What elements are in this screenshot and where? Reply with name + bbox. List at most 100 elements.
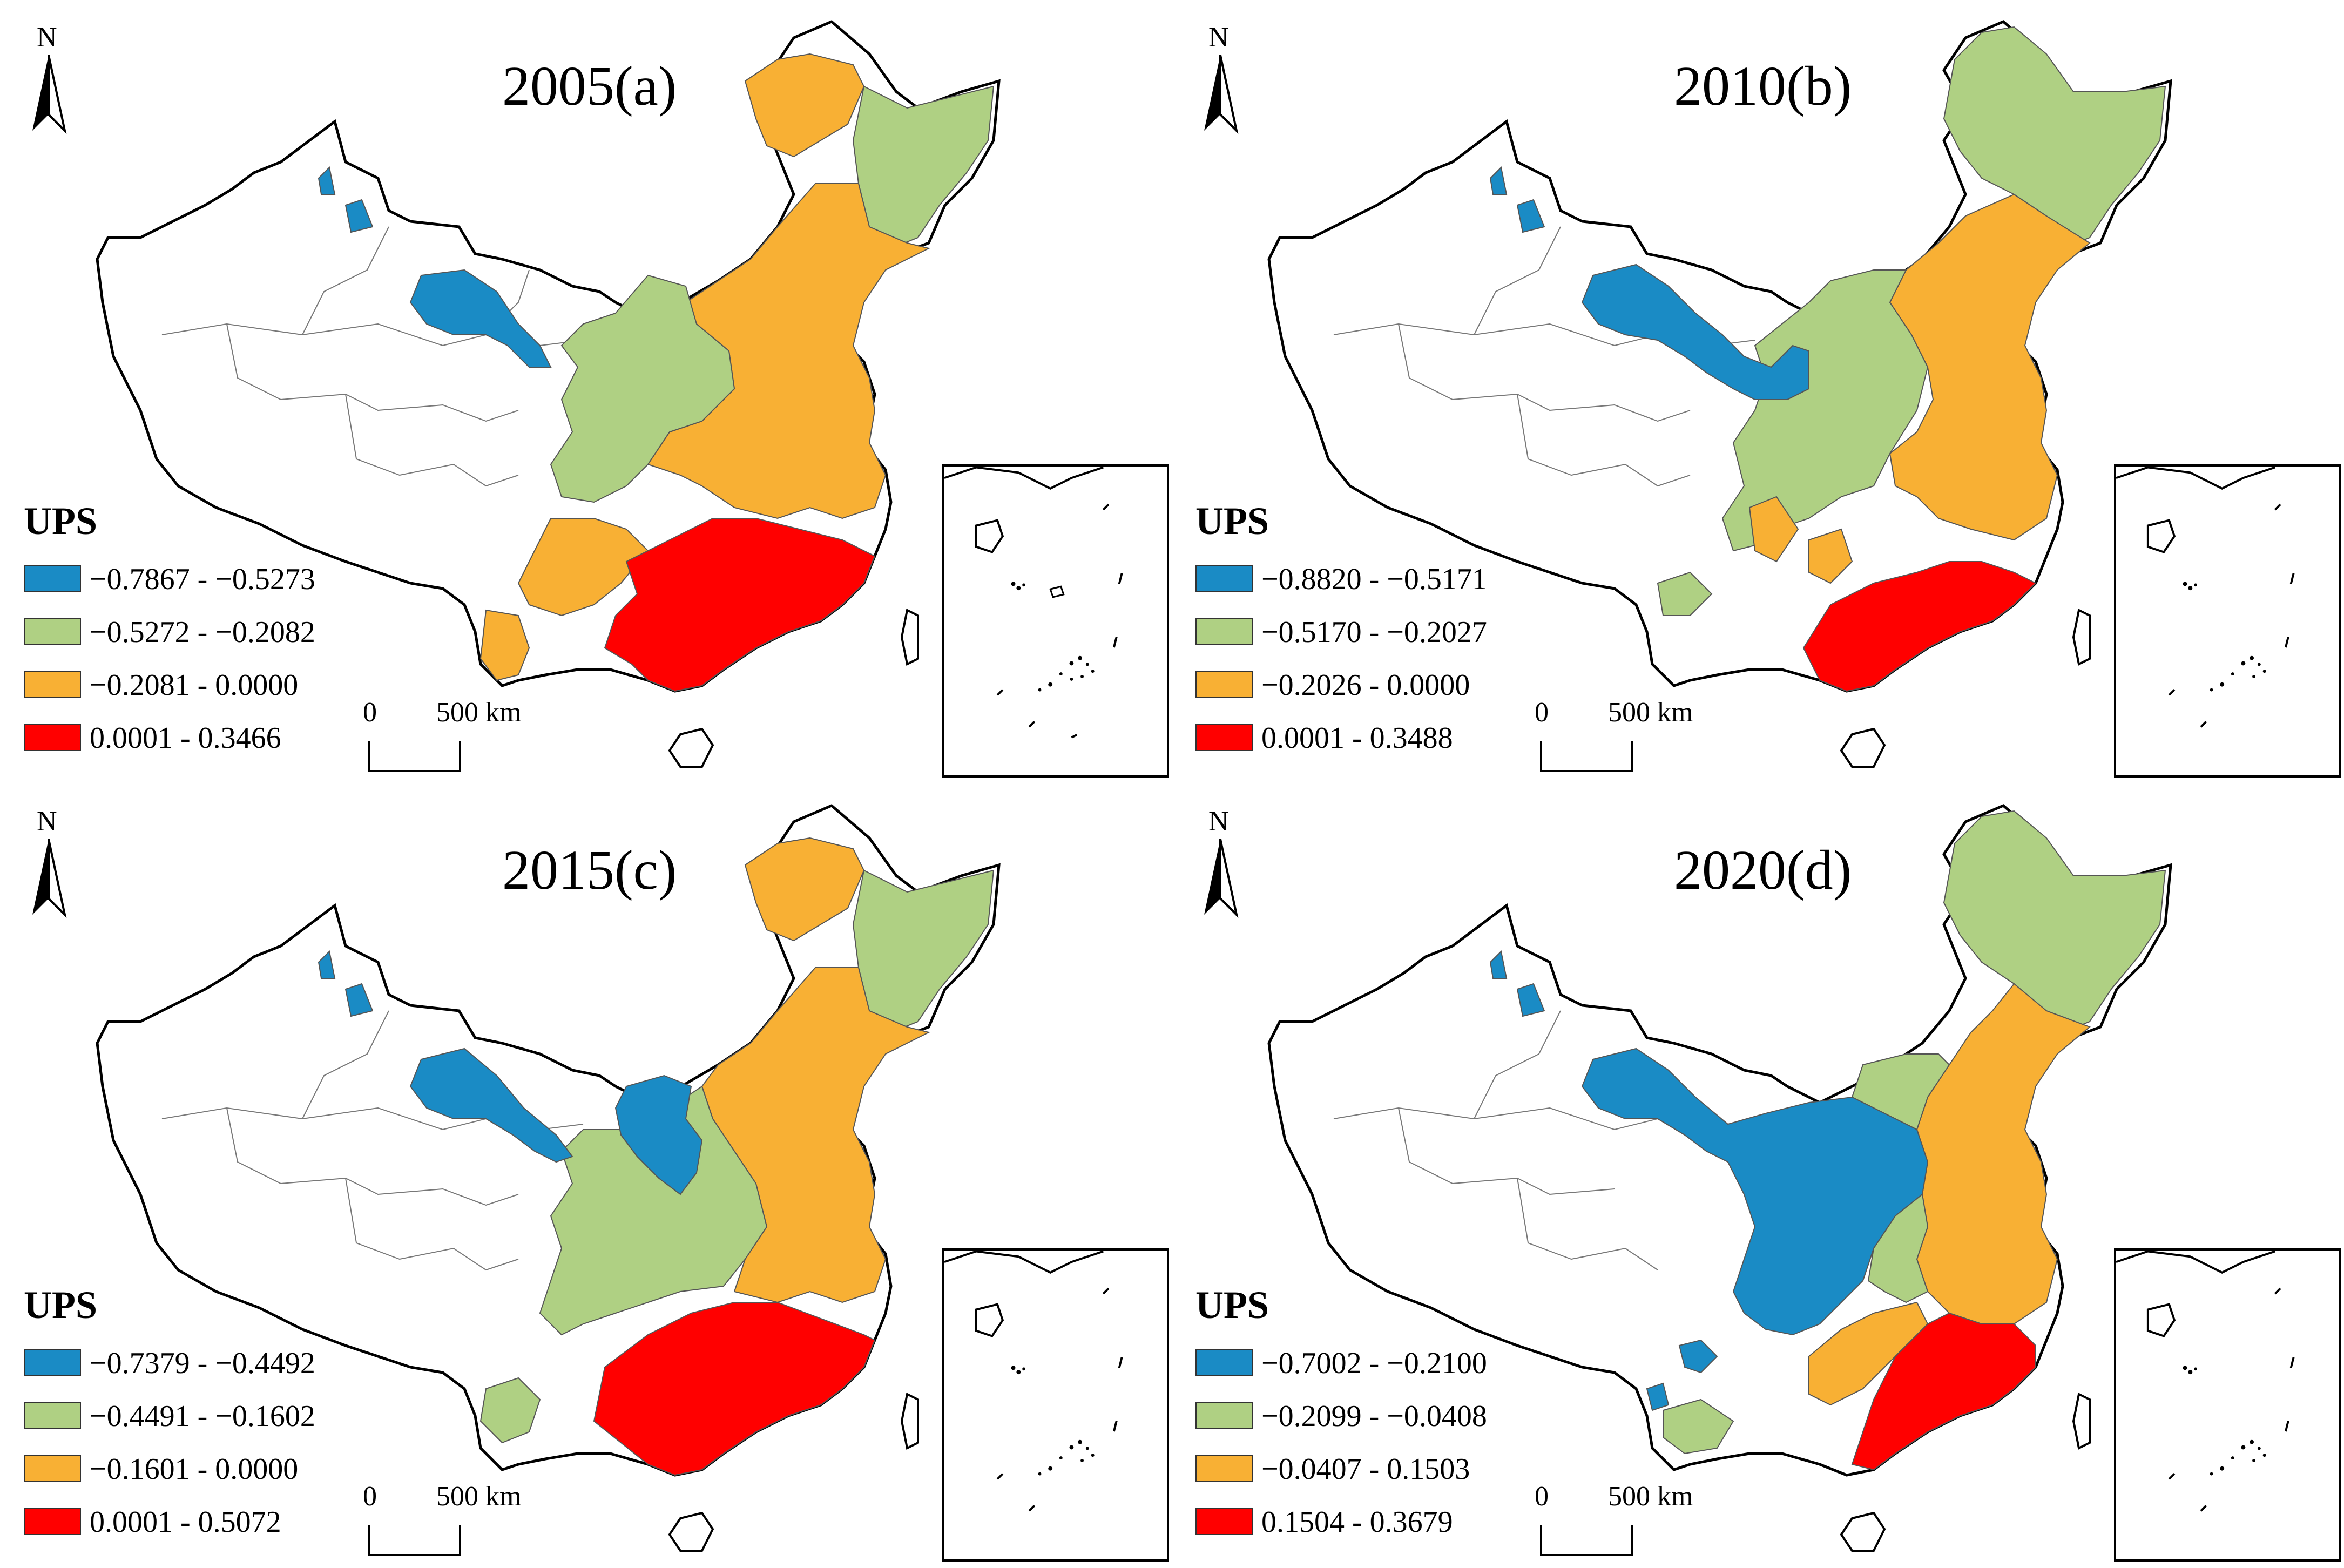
region-blue [318,166,336,195]
legend-label: −0.5170 - −0.2027 [1261,616,1487,649]
legend-title: UPS [1195,499,1269,543]
map-panel-2020: N 2020(d) UPS −0.7002 - −0.2100 −0.2099 … [1172,784,2343,1568]
region-orange [479,609,530,681]
hainan-island [668,1511,714,1552]
scale-bar: 0 500 km [363,697,521,778]
south-china-sea-inset [942,1248,1169,1562]
region-blue [318,950,336,979]
legend-swatch-red [24,724,81,751]
scale-zero-label: 0 [1535,697,1549,728]
north-arrow-icon [32,839,67,918]
south-china-sea-inset [2114,1248,2341,1562]
legend-label: −0.4491 - −0.1602 [90,1400,315,1433]
south-china-sea-inset [942,464,1169,778]
scale-distance-label: 500 km [436,1481,522,1512]
region-blue [1489,166,1508,195]
region-green [1943,26,2166,249]
north-label: N [37,22,57,53]
region-green [479,1377,541,1444]
legend-label: −0.5272 - −0.2082 [90,616,315,649]
map-panel-2010: N 2010(b) UPS −0.8820 - −0.5171 −0.5170 … [1172,0,2343,784]
region-blue [344,199,374,233]
legend-label: −0.0407 - 0.1503 [1261,1452,1470,1486]
choropleth-regions [318,53,995,692]
region-red [593,1302,876,1476]
north-label: N [1208,22,1229,53]
north-arrow: N [22,806,76,919]
region-blue [344,983,374,1017]
north-arrow: N [22,22,76,135]
south-china-sea-inset [2114,464,2341,778]
legend-title: UPS [1195,1283,1269,1327]
taiwan-island [900,609,919,666]
map-panel-2005: N 2005(a) UPS −0.7867 - −0.5273 −0.5272 … [0,0,1172,784]
legend-label: 0.1504 - 0.3679 [1261,1505,1453,1539]
region-blue [1646,1382,1670,1411]
scale-bar-graphic [1540,741,1633,772]
north-arrow-icon [1204,55,1239,134]
legend-swatch-red [24,1508,81,1535]
legend-swatch-blue [24,1349,81,1376]
scale-bar-graphic [1540,1525,1633,1556]
region-orange [744,837,865,942]
inset-map [944,1250,1123,1512]
legend-label: −0.7379 - −0.4492 [90,1347,315,1380]
legend-swatch-orange [24,671,81,698]
legend-label: −0.2081 - 0.0000 [90,668,299,702]
inset-map [2116,466,2295,728]
china-map [1267,20,2172,768]
north-arrow: N [1193,806,1247,919]
north-arrow: N [1193,22,1247,135]
region-blue [409,1047,573,1163]
region-green [1867,1193,1929,1303]
region-orange [744,53,865,158]
legend-label: −0.2099 - −0.0408 [1261,1400,1487,1433]
choropleth-regions [1489,26,2166,692]
legend-swatch-green [24,1402,81,1429]
region-red [1851,1312,2036,1471]
legend-title: UPS [24,1283,98,1327]
scale-bar: 0 500 km [363,1481,521,1562]
legend-label: −0.8820 - −0.5171 [1261,563,1487,596]
choropleth-regions [318,837,995,1476]
china-map [96,20,1001,768]
region-green [1657,571,1713,616]
region-red [1802,561,2037,692]
north-label: N [1208,806,1229,837]
legend-swatch-red [1195,1508,1253,1535]
choropleth-regions [1489,810,2166,1471]
legend-swatch-green [1195,1402,1253,1429]
legend-label: −0.7002 - −0.2100 [1261,1347,1487,1380]
region-green [1943,810,2166,1033]
legend-swatch-blue [24,565,81,592]
region-green [1663,1398,1734,1455]
scale-zero-label: 0 [363,697,377,728]
legend-label: 0.0001 - 0.3488 [1261,721,1453,755]
region-blue [1581,1047,1929,1336]
map-panel-2015: N 2015(c) UPS −0.7379 - −0.4492 −0.4491 … [0,784,1172,1568]
scale-bar-graphic [368,1525,461,1556]
legend-swatch-blue [1195,1349,1253,1376]
legend-swatch-blue [1195,565,1253,592]
region-red [604,518,876,692]
scale-bar: 0 500 km [1535,697,1693,778]
legend-title: UPS [24,499,98,543]
region-blue [614,1074,703,1195]
legend-swatch-orange [24,1455,81,1482]
inset-map [944,466,1123,739]
legend-label: −0.7867 - −0.5273 [90,563,315,596]
legend-swatch-red [1195,724,1253,751]
legend-swatch-green [1195,618,1253,645]
region-blue [1516,199,1545,233]
region-green [550,274,735,503]
scale-zero-label: 0 [1535,1481,1549,1512]
panel-title: 2015(c) [502,839,677,901]
north-arrow-icon [32,55,67,134]
panel-title: 2005(a) [502,55,677,117]
hainan-island [1840,1511,1886,1552]
region-blue [1489,950,1508,979]
region-orange [1748,496,1799,563]
scale-zero-label: 0 [363,1481,377,1512]
scale-distance-label: 500 km [1608,697,1693,728]
region-blue [409,269,552,368]
